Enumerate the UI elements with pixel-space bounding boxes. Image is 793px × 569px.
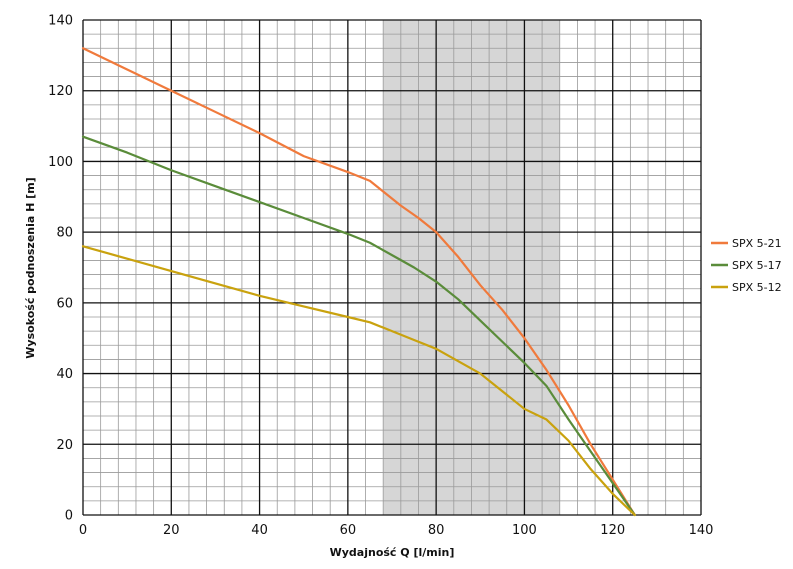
y-tick-labels: 0 20 40 60 80 100 120 140 [48, 14, 73, 524]
legend: SPX 5-21 SPX 5-17 SPX 5-12 [711, 237, 782, 294]
legend-label-1: SPX 5-17 [732, 259, 782, 272]
x-axis-title: Wydajność Q [l/min] [330, 546, 455, 559]
minor-grid [83, 20, 701, 515]
series-line-0 [81, 47, 636, 517]
x-tick-label: 100 [512, 523, 537, 538]
x-tick-label: 20 [163, 523, 180, 538]
series-line-1 [81, 135, 636, 517]
series-layer [81, 47, 636, 517]
x-tick-label: 80 [428, 523, 445, 538]
series-line-2 [81, 245, 636, 517]
y-tick-label: 80 [56, 226, 73, 241]
y-tick-label: 100 [48, 155, 73, 170]
x-tick-label: 140 [689, 523, 714, 538]
legend-label-0: SPX 5-21 [732, 237, 782, 250]
y-tick-label: 60 [56, 296, 73, 311]
x-tick-labels: 0 20 40 60 80 100 120 140 [79, 523, 714, 538]
legend-label-2: SPX 5-12 [732, 281, 782, 294]
major-grid [82, 19, 702, 516]
x-tick-label: 40 [251, 523, 268, 538]
y-tick-label: 120 [48, 84, 73, 99]
y-tick-label: 0 [65, 509, 73, 524]
x-tick-label: 120 [600, 523, 625, 538]
y-axis-title: Wysokość podnoszenia H [m] [24, 177, 37, 358]
y-tick-label: 140 [48, 14, 73, 29]
x-tick-label: 60 [340, 523, 357, 538]
y-tick-label: 20 [56, 438, 73, 453]
x-tick-label: 0 [79, 523, 87, 538]
y-tick-label: 40 [56, 367, 73, 382]
